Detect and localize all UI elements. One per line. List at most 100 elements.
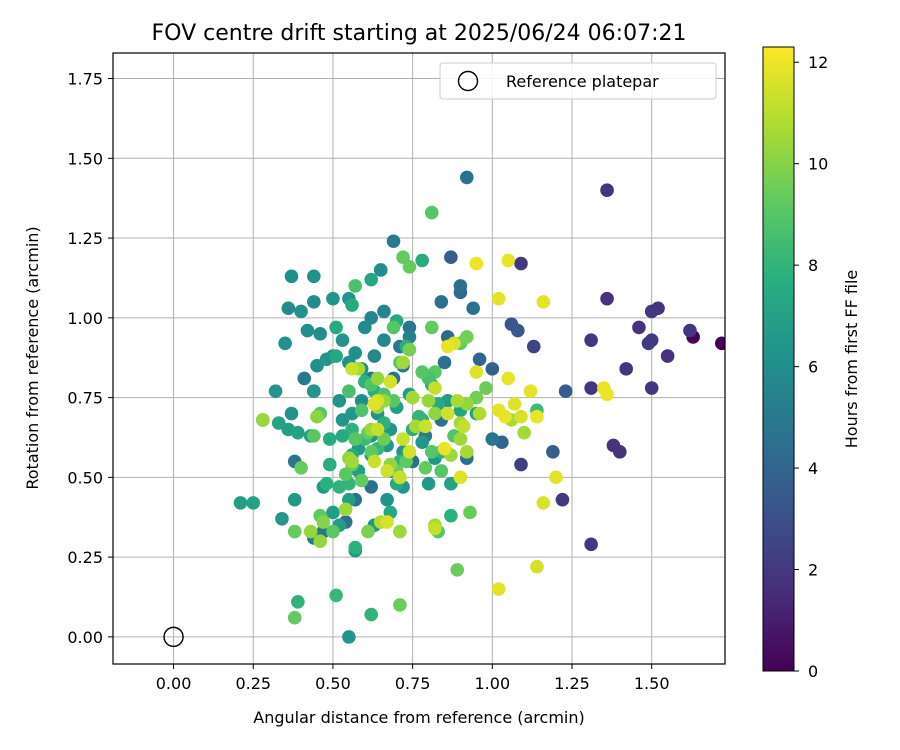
data-point (338, 467, 353, 481)
data-point (319, 476, 334, 491)
data-point (424, 445, 439, 459)
data-point (517, 425, 531, 440)
data-point (415, 253, 429, 268)
data-point (469, 390, 484, 405)
data-point (335, 333, 350, 347)
data-point (377, 333, 391, 347)
data-point (444, 508, 458, 523)
data-point (348, 540, 363, 555)
data-point (396, 432, 410, 446)
colorbar-tick-label: 0 (808, 662, 818, 681)
data-point (303, 524, 318, 539)
data-point (491, 582, 506, 596)
data-point (584, 537, 598, 552)
data-point (424, 205, 439, 220)
x-tick-label: 1.25 (554, 674, 590, 693)
data-point (367, 397, 382, 411)
data-point (345, 362, 359, 376)
data-point (428, 406, 442, 421)
data-point (335, 413, 350, 427)
data-point (313, 326, 327, 341)
data-point (530, 409, 544, 424)
data-point (342, 384, 356, 399)
data-point (514, 409, 528, 424)
data-point (246, 496, 261, 510)
data-point (380, 515, 394, 529)
y-tick-label: 1.25 (67, 229, 103, 248)
data-point (307, 384, 321, 399)
data-point (485, 362, 500, 376)
data-point (373, 263, 388, 277)
x-tick-label: 0.75 (395, 674, 431, 693)
data-point (329, 320, 343, 335)
data-point (555, 492, 570, 507)
data-point (418, 460, 433, 475)
data-point (310, 358, 324, 373)
data-point (281, 301, 296, 316)
y-tick-label: 1.50 (67, 149, 103, 168)
data-point (558, 384, 573, 399)
data-point (310, 409, 324, 424)
data-point (472, 352, 487, 367)
data-point (313, 534, 327, 548)
y-tick-label: 0.75 (67, 389, 103, 408)
data-point (491, 291, 506, 306)
data-point (514, 256, 528, 271)
data-point (256, 413, 270, 427)
data-point (466, 301, 480, 316)
data-point (453, 470, 468, 485)
data-point (291, 425, 305, 440)
colorbar-tick-label: 10 (808, 155, 828, 174)
data-point (370, 371, 385, 386)
data-point (409, 419, 423, 434)
data-point (526, 339, 541, 354)
data-point (377, 432, 391, 446)
data-point (307, 269, 321, 284)
data-point (434, 464, 449, 478)
data-point (271, 416, 286, 430)
data-point (377, 304, 391, 319)
data-point (501, 253, 516, 268)
data-point (358, 320, 372, 335)
data-point (440, 406, 455, 421)
data-point (644, 304, 659, 319)
data-point (345, 454, 359, 469)
data-point (297, 371, 312, 386)
x-tick-label: 0.00 (156, 674, 192, 693)
data-point (460, 170, 474, 185)
data-point (348, 279, 363, 293)
data-point (428, 381, 442, 395)
data-point (364, 311, 378, 325)
data-point (715, 336, 725, 351)
data-point (600, 183, 614, 197)
data-point (316, 515, 331, 529)
data-point (453, 432, 468, 446)
colorbar: 0 2 4 6 8 10 12 Hours from first FF file (762, 46, 861, 681)
data-point (530, 559, 544, 574)
data-point (348, 346, 363, 360)
data-point (402, 342, 417, 357)
data-point (396, 250, 410, 264)
data-point (287, 524, 302, 539)
data-point (511, 323, 525, 338)
data-point (329, 349, 343, 363)
data-point (402, 445, 417, 459)
data-point (233, 496, 248, 510)
data-point (275, 512, 289, 526)
chart-title: FOV centre drift starting at 2025/06/24 … (152, 21, 687, 46)
data-point (501, 371, 516, 386)
data-point (364, 607, 378, 622)
data-point (307, 295, 321, 309)
data-point (396, 355, 410, 370)
colorbar-tick-label: 6 (808, 358, 818, 377)
data-point (348, 432, 363, 446)
data-point (437, 441, 452, 456)
x-axis-ticks: 0.00 0.25 0.50 0.75 1.00 1.25 1.50 (156, 664, 670, 693)
y-tick-label: 0.00 (67, 628, 103, 647)
y-axis-ticks: 0.00 0.25 0.50 0.75 1.00 1.25 1.50 1.75 (67, 70, 113, 647)
data-point (268, 384, 283, 399)
data-point (278, 336, 292, 351)
colorbar-tick-label: 12 (808, 53, 828, 72)
colorbar-gradient (762, 46, 795, 672)
